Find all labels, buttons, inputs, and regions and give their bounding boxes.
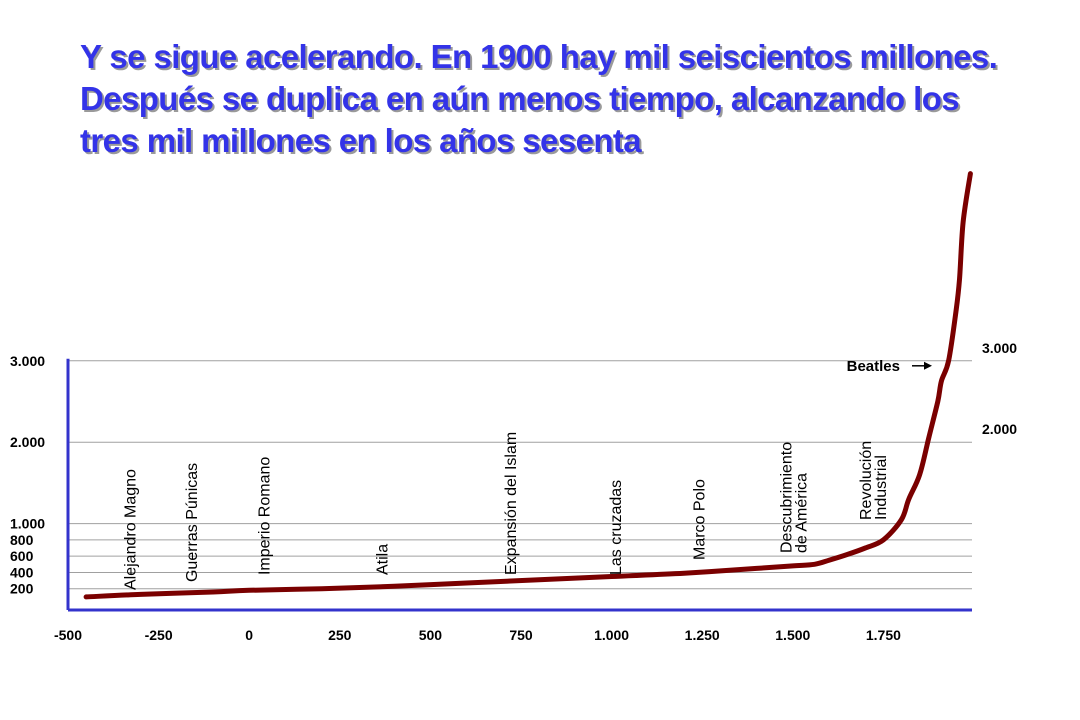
y-tick-label-left: 3.000: [10, 353, 45, 369]
event-annotation-label: Guerras Púnicas: [184, 463, 201, 582]
chart-title-line-1: Y se sigue acelerando. En 1900 hay mil s…: [80, 38, 998, 75]
event-annotation: Atila: [374, 544, 391, 575]
population-line: [83, 171, 973, 600]
beatles-arrow-head: [924, 361, 932, 370]
event-annotation-label: Atila: [374, 544, 391, 575]
event-annotation-label: Marco Polo: [692, 479, 709, 560]
x-tick-label: 1.750: [866, 627, 901, 643]
y-tick-label-left: 2.000: [10, 434, 45, 450]
x-tick-label: -250: [145, 627, 173, 643]
chart-title-line-2: Después se duplica en aún menos tiempo, …: [80, 80, 960, 117]
event-annotation-label: de América: [793, 473, 810, 553]
event-annotation: Alejandro Magno: [123, 469, 140, 590]
event-annotation: Expansión del Islam: [503, 432, 520, 575]
event-annotation: Imperio Romano: [257, 457, 274, 575]
event-annotation-label: Las cruzadas: [608, 480, 625, 575]
x-tick-label: 1.000: [594, 627, 629, 643]
chart-title: Y se sigue acelerando. En 1900 hay mil s…: [80, 36, 1040, 162]
event-annotation: Las cruzadas: [608, 480, 625, 575]
x-tick-label: 1.500: [775, 627, 810, 643]
y-tick-label-right: 2.000: [982, 421, 1017, 437]
event-annotation-label: Industrial: [873, 455, 890, 520]
event-annotation-label: Revolución: [858, 441, 875, 520]
y-tick-label-left: 200: [10, 581, 34, 597]
event-annotation-label: Alejandro Magno: [123, 469, 140, 590]
x-tick-label: 750: [509, 627, 533, 643]
event-annotation-label: Imperio Romano: [257, 457, 274, 575]
x-tick-label: 250: [328, 627, 352, 643]
beatles-annotation-label: Beatles: [847, 358, 900, 375]
event-annotation-label: Expansión del Islam: [503, 432, 520, 575]
y-tick-label-left: 1.000: [10, 516, 45, 532]
y-tick-label-left: 400: [10, 564, 34, 580]
event-annotation: Guerras Púnicas: [184, 463, 201, 582]
y-tick-label-right: 3.000: [982, 340, 1017, 356]
event-annotation: Marco Polo: [692, 479, 709, 560]
x-tick-label: 0: [245, 627, 253, 643]
chart-title-line-3: tres mil millones en los años sesenta: [80, 122, 642, 159]
x-tick-label: -500: [54, 627, 82, 643]
y-tick-label-left: 600: [10, 548, 34, 564]
event-annotation-label: Descubrimiento: [778, 442, 795, 553]
x-tick-label: 1.250: [685, 627, 720, 643]
x-tick-label: 500: [419, 627, 443, 643]
y-tick-label-left: 800: [10, 532, 34, 548]
